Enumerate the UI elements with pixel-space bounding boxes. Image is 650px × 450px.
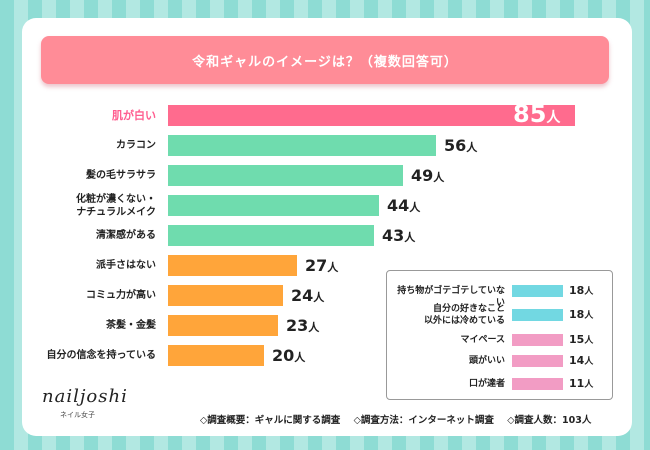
category-label: 自分の信念を持っている bbox=[46, 350, 157, 361]
sub-bar bbox=[512, 355, 563, 367]
bar-value-label: 49人 bbox=[411, 166, 445, 185]
bar bbox=[168, 165, 403, 186]
sub-bar-value-label: 11人 bbox=[569, 377, 594, 390]
bar bbox=[168, 225, 374, 246]
brand-logo: nailjoshi bbox=[42, 386, 128, 407]
category-label: 化粧が濃くない・ ナチュラルメイク bbox=[76, 193, 156, 218]
chart-title: 令和ギャルのイメージは？（複数回答可） bbox=[192, 54, 458, 70]
sub-bar-value-label: 18人 bbox=[569, 284, 594, 297]
bar bbox=[168, 315, 278, 336]
sub-bar-value-label: 18人 bbox=[569, 308, 594, 321]
sub-bar bbox=[512, 285, 563, 297]
survey-footer: ◇調査概要：ギャルに関する調査 ◇調査方法：インターネット調査 ◇調査人数：10… bbox=[200, 412, 601, 426]
category-label: 派手さはない bbox=[96, 260, 156, 271]
bar bbox=[168, 135, 436, 156]
sub-category-label: 持ち物がゴテゴテしていない bbox=[397, 286, 505, 308]
bar bbox=[168, 285, 283, 306]
category-label: 髪の毛サラサラ bbox=[86, 170, 156, 181]
sub-category-label: 頭がいい bbox=[468, 356, 505, 366]
survey-overview: ◇調査概要：ギャルに関する調査 bbox=[200, 415, 341, 426]
survey-count: ◇調査人数：103人 bbox=[507, 415, 592, 426]
bar-value-label: 43人 bbox=[382, 226, 416, 245]
bar-value-label: 20人 bbox=[272, 346, 306, 365]
sub-chart-box bbox=[386, 270, 613, 400]
sub-category-label: 自分の好きなこと 以外には冷めている bbox=[423, 304, 505, 326]
sub-bar bbox=[512, 309, 563, 321]
sub-category-label: マイペース bbox=[460, 335, 505, 345]
category-label: 肌が白い bbox=[112, 109, 156, 122]
survey-method: ◇調査方法：インターネット調査 bbox=[353, 415, 494, 426]
bar-value-label: 44人 bbox=[387, 196, 421, 215]
bar-value-label: 85人 bbox=[513, 100, 561, 128]
bar-value-label: 24人 bbox=[291, 286, 325, 305]
bar-value-label: 56人 bbox=[444, 136, 478, 155]
title-banner: 令和ギャルのイメージは？（複数回答可） bbox=[41, 36, 609, 84]
bar bbox=[168, 195, 379, 216]
sub-bar bbox=[512, 334, 563, 346]
bar bbox=[168, 105, 575, 126]
brand-logo-subtitle: ネイル女子 bbox=[60, 411, 95, 419]
category-label: カラコン bbox=[116, 140, 156, 151]
bar bbox=[168, 255, 297, 276]
sub-bar bbox=[512, 378, 563, 390]
sub-bar-value-label: 14人 bbox=[569, 354, 594, 367]
category-label: 茶髪・金髪 bbox=[106, 320, 156, 331]
sub-bar-value-label: 15人 bbox=[569, 333, 594, 346]
bar-value-label: 27人 bbox=[305, 256, 339, 275]
sub-category-label: 口が達者 bbox=[468, 379, 505, 389]
category-label: 清潔感がある bbox=[96, 230, 156, 241]
category-label: コミュ力が高い bbox=[86, 290, 156, 301]
bar bbox=[168, 345, 264, 366]
bar-value-label: 23人 bbox=[286, 316, 320, 335]
